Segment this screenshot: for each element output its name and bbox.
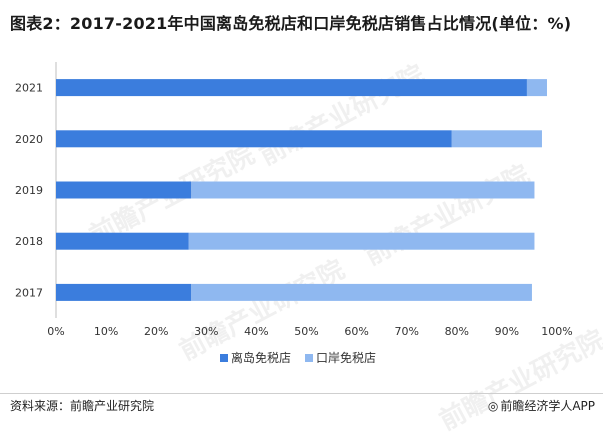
bar-port[interactable] (451, 130, 542, 148)
x-tick-label: 20% (144, 325, 168, 338)
brand-text: 前瞻经济学人APP (500, 399, 595, 413)
bar-port[interactable] (191, 181, 535, 199)
y-tick-label: 2018 (15, 235, 43, 248)
footer-divider (0, 393, 603, 394)
x-tick-label: 0% (47, 325, 64, 338)
bar-offshore[interactable] (56, 130, 452, 148)
x-tick-label: 10% (94, 325, 118, 338)
x-tick-label: 60% (344, 325, 368, 338)
chart-title: 图表2：2017-2021年中国离岛免税店和口岸免税店销售占比情况(单位：%) (10, 14, 572, 33)
legend-label: 离岛免税店 (231, 350, 291, 365)
x-tick-label: 80% (445, 325, 469, 338)
brand-label: ◎ 前瞻经济学人APP (488, 397, 595, 414)
source-note: 资料来源：前瞻产业研究院 (10, 399, 155, 413)
x-tick-label: 100% (541, 325, 572, 338)
y-tick-label: 2017 (15, 286, 43, 299)
bar-port[interactable] (526, 79, 547, 97)
bar-offshore[interactable] (56, 79, 527, 97)
y-tick-label: 2021 (15, 82, 43, 95)
bar-offshore[interactable] (56, 232, 189, 250)
bar-offshore[interactable] (56, 181, 192, 199)
y-tick-label: 2019 (15, 184, 43, 197)
bar-offshore[interactable] (56, 283, 192, 301)
x-tick-label: 70% (394, 325, 418, 338)
stacked-bar-chart: 2021 2020 2019 2018 2017 0% 10% 20% 30% 40% 50% 60%… (15, 62, 573, 365)
x-tick-label: 50% (294, 325, 318, 338)
wechat-icon: ◎ (487, 399, 499, 413)
legend-label: 口岸免税店 (316, 350, 376, 365)
x-tick-label: 90% (495, 325, 519, 338)
bar-port[interactable] (191, 283, 532, 301)
legend-swatch (305, 354, 313, 362)
x-tick-label: 40% (244, 325, 268, 338)
y-tick-label: 2020 (15, 133, 43, 146)
bar-port[interactable] (188, 232, 535, 250)
x-tick-label: 30% (194, 325, 218, 338)
legend-swatch (220, 354, 228, 362)
